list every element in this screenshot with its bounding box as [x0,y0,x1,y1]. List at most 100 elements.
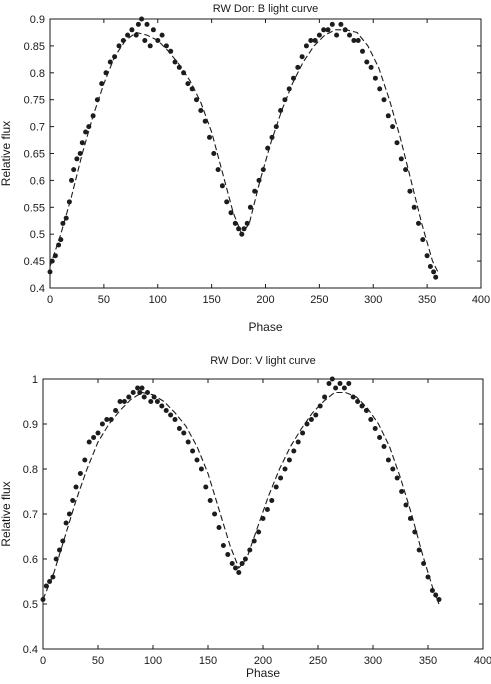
data-point [325,27,331,33]
data-point [139,16,145,22]
y-tick-label: 0.4 [23,644,38,656]
chart-title: RW Dor: V light curve [210,355,316,367]
data-point [316,32,322,38]
data-point [329,376,335,382]
y-tick-label: 0.5 [23,599,38,611]
data-point [47,269,53,275]
x-tick-label: 400 [472,294,490,306]
data-point [194,97,199,103]
data-point [212,511,218,517]
data-point [355,399,361,404]
data-point [220,543,226,548]
x-tick-label: 200 [256,294,274,306]
data-point [427,264,433,269]
data-point [291,75,296,81]
data-point [256,177,262,183]
y-tick-label: 0.8 [23,464,38,476]
data-point [390,124,396,130]
data-point [308,417,314,422]
data-point [381,97,387,103]
data-point [360,48,365,54]
model-curve [49,29,439,273]
data-point [73,484,79,490]
y-axis-label: Relative flux [0,481,13,546]
data-point [364,59,370,65]
data-point [63,520,69,526]
data-point [407,188,413,194]
data-point [407,516,413,521]
data-point [126,394,132,400]
data-point [233,565,238,571]
x-tick-label: 250 [309,655,327,667]
data-point [142,38,148,43]
data-point [91,435,97,440]
data-point [377,86,383,92]
y-tick-label: 0.8 [30,68,45,80]
data-point [116,43,122,49]
model-curve [42,391,440,605]
y-axis-label: Relative flux [0,121,13,186]
data-point [390,466,396,472]
data-point [247,204,253,210]
data-point [326,381,332,386]
x-tick-label: 350 [418,294,436,306]
data-point [203,484,209,490]
data-point [244,220,250,226]
data-point [350,394,356,400]
data-point [219,183,225,189]
data-point [150,27,156,33]
data-point [269,134,275,140]
data-point [79,140,85,146]
data-point [433,274,439,280]
data-point [148,399,154,404]
data-point [341,385,347,391]
data-point [322,394,328,400]
data-point [144,21,150,27]
data-point [104,417,110,422]
data-point [308,38,314,43]
data-point [139,385,145,391]
data-point [312,38,318,43]
data-point [211,151,217,156]
y-tick-label: 0.9 [23,419,38,431]
data-point [229,561,235,566]
data-point [194,457,200,463]
data-point [411,204,417,210]
y-tick-label: 0.9 [30,14,45,26]
data-point [278,475,284,481]
data-point [168,412,174,418]
data-point [95,430,101,436]
data-point [159,403,165,409]
b-light-curve-chart: RW Dor: B light curve 0 50 100 150 200 250 300 3… [0,3,490,334]
data-point [69,177,74,183]
data-point [399,489,405,494]
data-point [225,552,231,557]
data-point [368,417,374,422]
data-point [137,390,143,395]
data-point [412,529,418,535]
data-point [403,502,409,508]
data-point [172,59,178,65]
data-point [154,399,160,404]
data-point [251,538,257,544]
data-point [71,167,77,173]
data-point [181,430,187,436]
x-tick-label: 350 [419,655,437,667]
data-point [436,597,442,602]
data-point [317,403,323,409]
x-axis-label: Phase [246,666,280,680]
data-point [236,570,242,575]
data-point [145,390,150,395]
y-tick-label: 0.4 [30,283,45,295]
data-point [420,237,426,243]
data-point [372,426,378,431]
y-tick-label: 0.7 [23,509,38,521]
data-point [359,403,365,409]
data-point [185,439,191,445]
data-point [338,21,344,27]
data-point [291,448,297,454]
data-point [282,466,288,472]
data-point [321,27,327,33]
x-tick-label: 0 [47,294,53,306]
